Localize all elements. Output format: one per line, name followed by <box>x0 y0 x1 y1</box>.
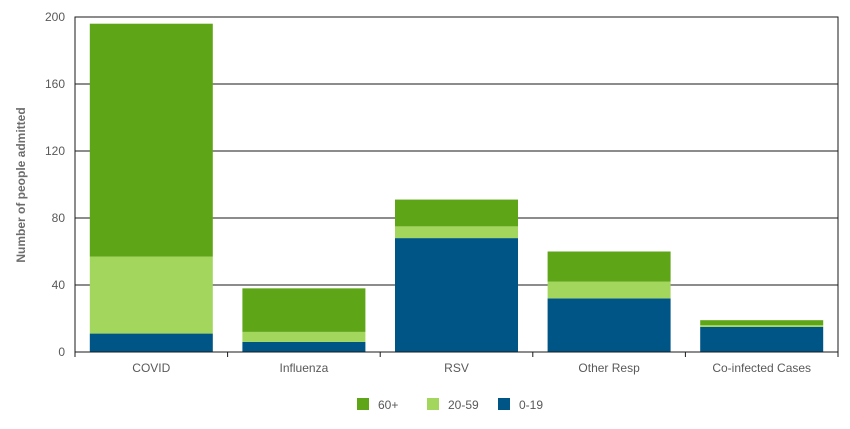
bar-segment-20-59-rsv <box>395 226 518 239</box>
bar-segment-20-59-co-infected-cases <box>700 325 824 327</box>
legend-swatch-20-59 <box>427 398 439 410</box>
bar-segment-0-19-influenza <box>242 341 366 352</box>
x-tick-label: Co-infected Cases <box>712 361 811 375</box>
bar-segment-20-59-covid <box>89 256 213 334</box>
x-tick-label: Other Resp <box>578 361 640 375</box>
bar-segment-0-19-covid <box>89 333 213 352</box>
x-tick-label: COVID <box>132 361 170 375</box>
y-tick-label: 80 <box>52 211 66 225</box>
bar-segment-20-59-influenza <box>242 331 366 342</box>
bar-segment-0-19-rsv <box>395 238 518 352</box>
y-tick-label: 120 <box>45 144 65 158</box>
legend-label-60+: 60+ <box>378 398 398 412</box>
y-tick-label: 0 <box>58 345 65 359</box>
bar-segment-60+-other-resp <box>547 251 671 282</box>
legend-swatch-0-19 <box>498 398 510 410</box>
bar-segment-60+-rsv <box>395 199 518 227</box>
bar-segment-20-59-other-resp <box>547 281 671 299</box>
legend-swatch-60+ <box>357 398 369 410</box>
y-tick-label: 40 <box>52 278 66 292</box>
y-tick-label: 160 <box>45 77 65 91</box>
bar-segment-0-19-other-resp <box>547 298 671 352</box>
legend-label-20-59: 20-59 <box>448 398 479 412</box>
bar-segment-60+-covid <box>89 23 213 257</box>
legend-label-0-19: 0-19 <box>519 398 543 412</box>
y-axis-label: Number of people admitted <box>14 107 28 262</box>
plot-border <box>74 16 839 353</box>
bar-segment-60+-influenza <box>242 288 366 332</box>
bar-segment-0-19-co-infected-cases <box>700 326 824 352</box>
y-tick-label: 200 <box>45 10 65 24</box>
bar-segment-60+-co-infected-cases <box>700 320 824 326</box>
x-tick-label: RSV <box>444 361 469 375</box>
x-tick-label: Influenza <box>280 361 329 375</box>
